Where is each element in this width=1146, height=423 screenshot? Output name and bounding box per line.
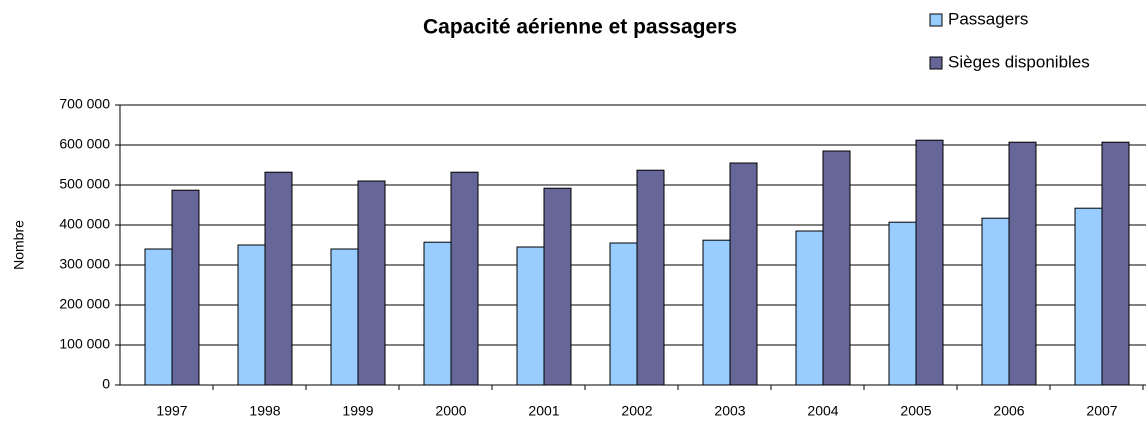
x-tick-label: 1999	[342, 403, 373, 419]
bar	[1074, 207, 1103, 386]
y-tick-label: 600 000	[59, 136, 110, 152]
x-tick-label: 2001	[528, 403, 559, 419]
bar	[171, 189, 200, 386]
y-tick-label: 400 000	[59, 216, 110, 232]
bar	[636, 169, 665, 386]
x-tick-label: 1997	[156, 403, 187, 419]
x-tick-label: 2006	[993, 403, 1024, 419]
bar	[822, 150, 851, 386]
y-tick-label: 200 000	[59, 296, 110, 312]
bar	[729, 162, 758, 386]
x-tick-label: 2004	[807, 403, 838, 419]
bar	[795, 230, 824, 386]
bar	[981, 217, 1010, 386]
y-tick-label: 300 000	[59, 256, 110, 272]
x-tick-label: 2003	[714, 403, 745, 419]
bar	[423, 241, 452, 386]
x-tick-label: 2007	[1086, 403, 1117, 419]
bar	[264, 171, 293, 386]
x-tick-label: 2000	[435, 403, 466, 419]
bar	[450, 171, 479, 386]
bar	[888, 221, 917, 386]
y-tick-label: 700 000	[59, 96, 110, 112]
bar	[1101, 141, 1130, 386]
legend-swatch	[929, 13, 943, 27]
x-tick-label: 2002	[621, 403, 652, 419]
bar	[330, 248, 359, 386]
bar	[357, 180, 386, 386]
x-tick-label: 1998	[249, 403, 280, 419]
bar	[609, 242, 638, 386]
legend-swatch	[929, 56, 943, 70]
y-tick-label: 500 000	[59, 176, 110, 192]
bar	[1008, 141, 1037, 386]
x-tick-label: 2005	[900, 403, 931, 419]
bar	[144, 248, 173, 386]
bar	[915, 139, 944, 386]
legend-label: Passagers	[948, 9, 1028, 28]
y-tick-label: 0	[102, 376, 110, 392]
bar	[543, 187, 572, 386]
legend-label: Sièges disponibles	[948, 52, 1090, 71]
y-tick-label: 100 000	[59, 336, 110, 352]
bar	[516, 246, 545, 386]
bar	[237, 244, 266, 386]
bar	[702, 239, 731, 386]
y-axis-label: Nombre	[11, 220, 27, 270]
chart-title: Capacité aérienne et passagers	[423, 16, 737, 39]
